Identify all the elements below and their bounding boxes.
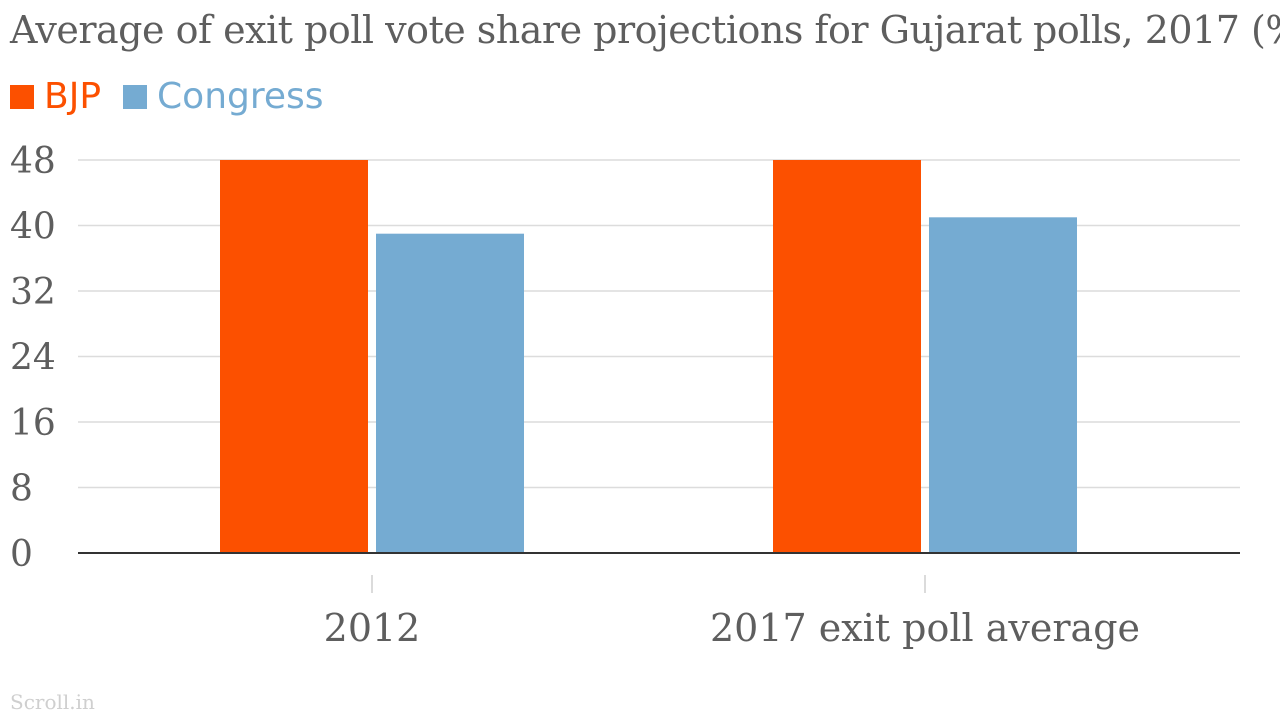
chart-title: Average of exit poll vote share projecti… bbox=[10, 8, 1280, 52]
y-tick-label: 48 bbox=[10, 141, 56, 182]
y-tick-label: 8 bbox=[10, 469, 33, 510]
source-credit: Scroll.in bbox=[10, 690, 95, 714]
x-tick-label: 2017 exit poll average bbox=[710, 606, 1140, 650]
legend-swatch bbox=[10, 84, 34, 109]
bar-congress-0 bbox=[376, 233, 524, 553]
legend-label: Congress bbox=[157, 76, 324, 117]
y-tick-label: 16 bbox=[10, 403, 56, 444]
legend-item-bjp: BJP bbox=[10, 76, 101, 117]
y-tick-label: 40 bbox=[10, 207, 56, 248]
y-tick-label: 24 bbox=[10, 338, 56, 379]
x-tick-label: 2012 bbox=[324, 606, 421, 650]
legend-label: BJP bbox=[44, 76, 102, 117]
y-tick-label: 32 bbox=[10, 272, 56, 313]
bar-bjp-0 bbox=[220, 160, 368, 553]
legend: BJP Congress bbox=[10, 76, 346, 117]
legend-swatch bbox=[123, 84, 148, 109]
bar-congress-1 bbox=[929, 217, 1077, 553]
legend-item-congress: Congress bbox=[123, 76, 324, 117]
y-tick-label: 0 bbox=[10, 534, 33, 575]
bar-bjp-1 bbox=[773, 160, 921, 553]
